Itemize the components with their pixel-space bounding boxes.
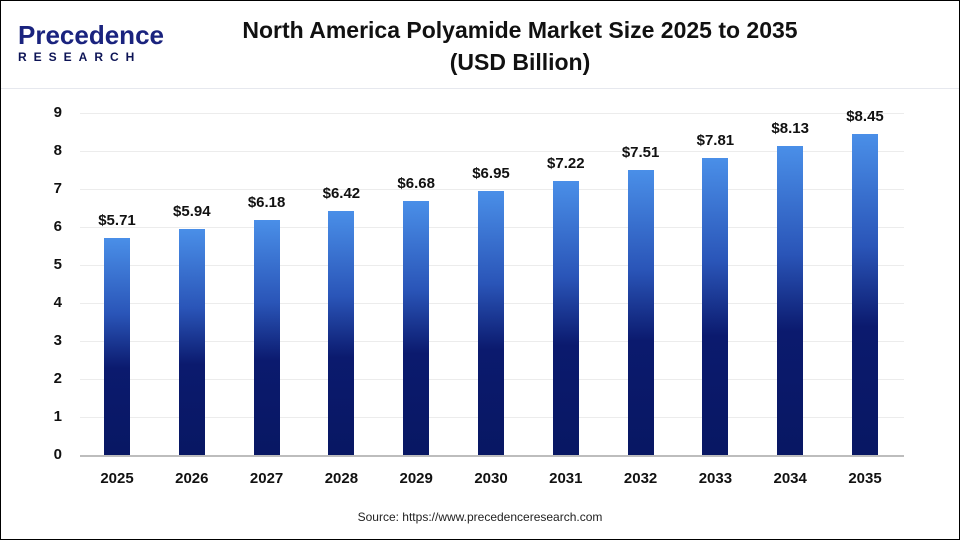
y-tick-label: 9 xyxy=(53,104,62,121)
y-tick-label: 5 xyxy=(53,256,62,273)
value-label: $8.13 xyxy=(771,120,809,138)
bar-2029 xyxy=(403,201,430,455)
x-tick-label: 2032 xyxy=(623,470,658,487)
y-tick-label: 1 xyxy=(53,408,62,425)
value-label: $7.51 xyxy=(621,143,660,161)
chart-title: North America Polyamide Market Size 2025… xyxy=(200,14,840,78)
chart-title-line2: (USD Billion) xyxy=(449,49,591,75)
value-label: $7.81 xyxy=(696,132,735,150)
value-label: $6.68 xyxy=(397,175,435,193)
value-label: $8.45 xyxy=(846,107,884,125)
y-tick-label: 7 xyxy=(53,180,62,197)
gridline xyxy=(80,113,904,114)
x-tick-label: 2025 xyxy=(100,470,134,487)
bar-2028 xyxy=(328,211,355,455)
x-tick-label: 2034 xyxy=(773,470,807,487)
precedence-research-logo: Precedence RESEARCH xyxy=(18,22,164,64)
y-tick-label: 0 xyxy=(53,446,62,463)
bar-2026 xyxy=(178,229,205,455)
bar-2032 xyxy=(627,169,654,455)
y-tick-label: 3 xyxy=(53,332,62,349)
y-tick-label: 6 xyxy=(53,218,62,235)
gridline xyxy=(80,151,904,152)
x-tick-label: 2029 xyxy=(399,470,433,487)
x-tick-label: 2027 xyxy=(249,470,284,487)
x-tick-label: 2035 xyxy=(848,470,882,487)
y-tick-label: 2 xyxy=(53,370,62,387)
bar-2025 xyxy=(104,238,130,455)
y-tick-label: 8 xyxy=(53,142,62,159)
bar-2027 xyxy=(253,220,280,455)
bar-2033 xyxy=(702,158,729,455)
x-tick-label: 2030 xyxy=(474,470,508,487)
bar-2035 xyxy=(852,133,878,455)
value-label: $7.22 xyxy=(547,154,585,172)
x-tick-label: 2026 xyxy=(175,470,209,487)
value-label: $6.95 xyxy=(472,164,510,182)
source-note: Source: https://www.precedenceresearch.c… xyxy=(357,510,603,524)
value-label: $5.71 xyxy=(98,212,136,230)
header-divider xyxy=(0,88,960,89)
value-label: $6.42 xyxy=(322,185,361,203)
bar-2031 xyxy=(552,180,579,455)
x-tick-label: 2031 xyxy=(549,470,583,487)
logo-wordmark: Precedence xyxy=(18,20,164,50)
y-tick-label: 4 xyxy=(53,294,62,311)
value-label: $5.94 xyxy=(173,203,211,221)
x-axis-line xyxy=(80,455,904,457)
logo-subtitle: RESEARCH xyxy=(18,50,142,64)
gridline xyxy=(80,189,904,190)
bar-2034 xyxy=(777,146,804,455)
value-label: $6.18 xyxy=(247,194,286,212)
chart-header: Precedence RESEARCH North America Polyam… xyxy=(0,0,960,88)
x-tick-label: 2028 xyxy=(324,470,359,487)
chart-title-line1: North America Polyamide Market Size 2025… xyxy=(242,17,798,43)
x-tick-label: 2033 xyxy=(698,470,733,487)
bar-2030 xyxy=(478,190,504,455)
